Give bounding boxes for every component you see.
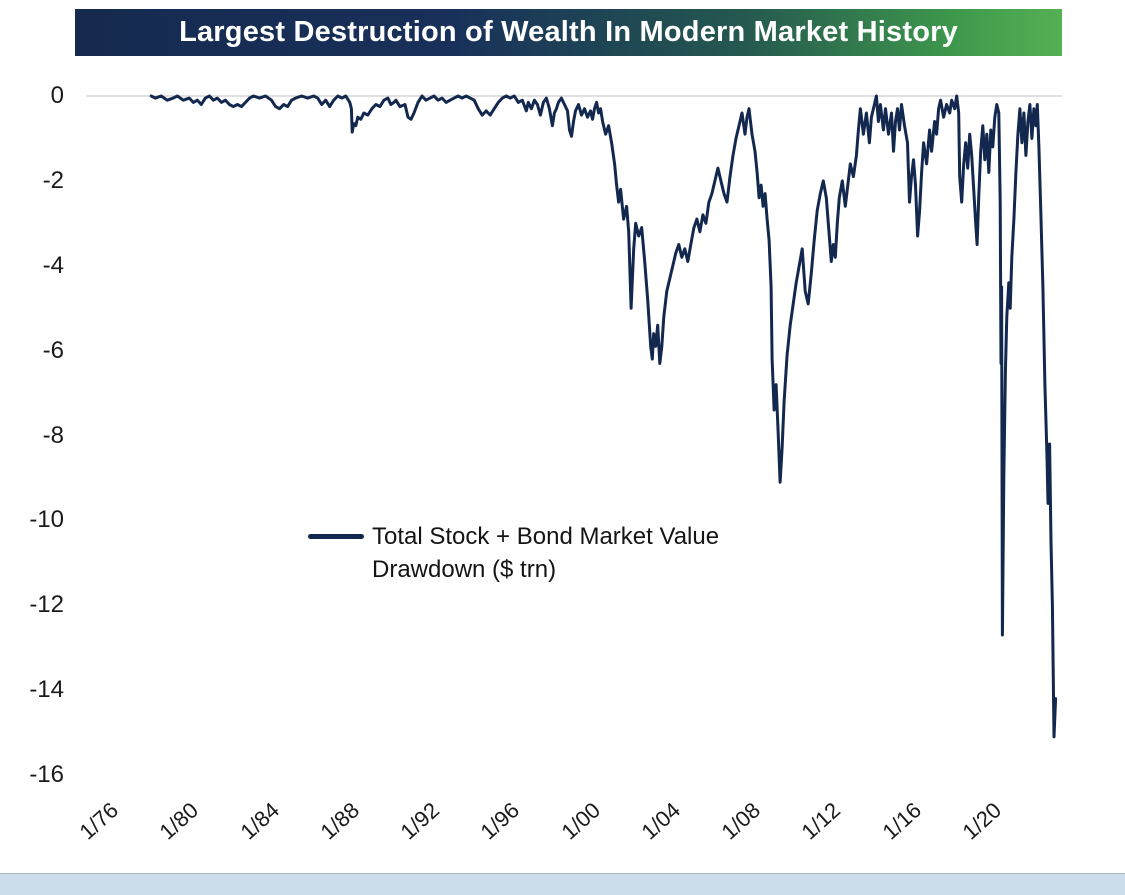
y-axis-label: -16 <box>29 761 64 788</box>
y-axis-label: -8 <box>42 421 64 449</box>
bottom-strip <box>0 873 1125 895</box>
x-axis-label: 1/12 <box>796 797 846 845</box>
x-axis-label: 1/00 <box>556 797 605 845</box>
x-axis-label: 1/92 <box>395 797 445 845</box>
y-axis-label: -10 <box>29 506 64 534</box>
x-axis-label: 1/88 <box>315 797 364 845</box>
x-axis-label: 1/80 <box>154 797 204 845</box>
y-axis-label: 0 <box>50 82 64 109</box>
y-axis-label: -6 <box>42 336 64 364</box>
x-axis-label: 1/84 <box>235 797 284 845</box>
x-axis-label: 1/04 <box>636 797 685 845</box>
legend-label: Total Stock + Bond Market Value Drawdown… <box>372 520 719 586</box>
y-axis-label: -4 <box>42 251 64 279</box>
legend-label-line2: Drawdown ($ trn) <box>372 556 557 583</box>
y-axis-label: -14 <box>29 676 64 704</box>
drawdown-series-line <box>149 94 1058 739</box>
x-axis-label: 1/20 <box>957 797 1006 845</box>
y-axis-label: -12 <box>29 591 64 619</box>
x-axis-label: 1/16 <box>877 797 926 845</box>
drawdown-chart <box>86 94 1062 739</box>
x-axis-label: 1/96 <box>475 797 525 845</box>
legend-line-swatch <box>308 534 364 539</box>
x-axis-label: 1/76 <box>74 797 124 845</box>
legend-label-line1: Total Stock + Bond Market Value <box>372 523 720 550</box>
chart-legend: Total Stock + Bond Market Value Drawdown… <box>308 520 719 586</box>
chart-title: Largest Destruction of Wealth In Modern … <box>179 16 958 48</box>
x-axis-label: 1/08 <box>716 797 766 845</box>
y-axis-label: -2 <box>42 166 64 194</box>
title-bar: Largest Destruction of Wealth In Modern … <box>75 9 1062 56</box>
